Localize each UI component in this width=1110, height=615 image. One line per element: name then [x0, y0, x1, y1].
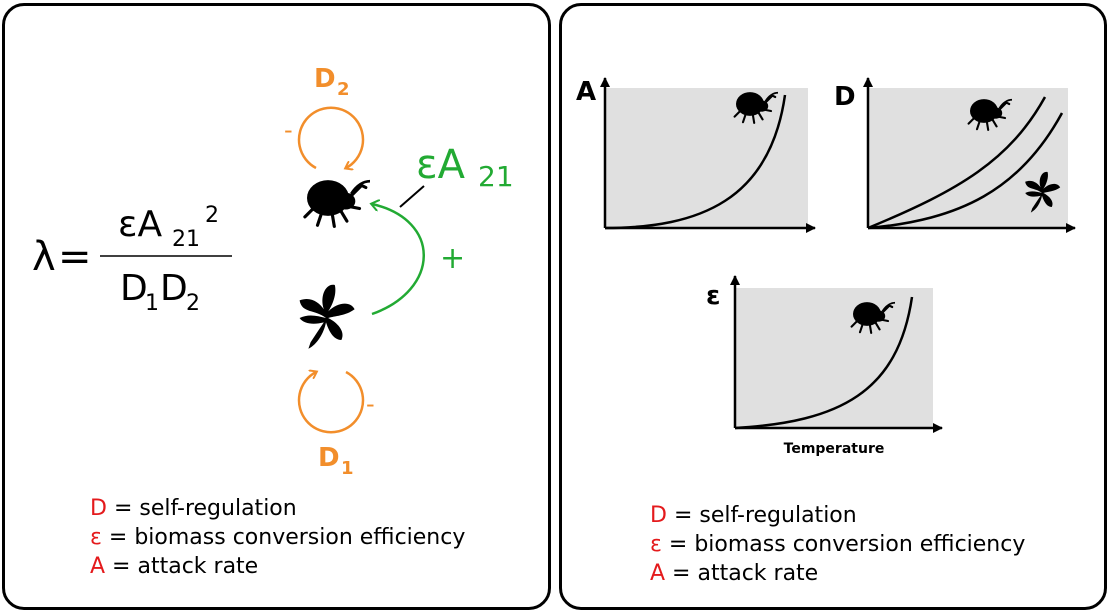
d2-self-loop: D 2 -: [284, 64, 365, 168]
legend-text: = attack rate: [105, 554, 259, 579]
d2-subscript: 2: [337, 79, 350, 100]
plot-D-label: D: [834, 82, 856, 112]
interaction-subscript: 21: [478, 160, 514, 193]
d2-sign: -: [284, 116, 293, 144]
legend-symbol: A: [650, 561, 666, 586]
legend-text: = attack rate: [665, 561, 819, 586]
left-panel: [2, 3, 551, 610]
legend-text: = self-regulation: [106, 496, 297, 521]
numerator-power: 2: [205, 203, 219, 228]
legend-row: A = attack rate: [650, 559, 1025, 588]
plot-D-curve-1: [867, 96, 1047, 230]
legend-symbol: ε: [650, 532, 662, 557]
interaction-arrow: + εA 21: [372, 142, 514, 316]
plot-epsilon-curve: [734, 296, 914, 430]
formula-equals: =: [58, 234, 92, 280]
lambda-symbol: λ: [32, 234, 56, 280]
plot-A-curve: [604, 94, 787, 230]
legend-row: D = self-regulation: [90, 494, 465, 523]
d1-sign: -: [366, 390, 375, 418]
d2-label: D: [314, 64, 336, 94]
legend-text: = biomass conversion efficiency: [661, 532, 1026, 557]
legend-symbol: D: [90, 496, 107, 521]
legend-text: = self-regulation: [666, 503, 857, 528]
denominator-d1: D: [120, 268, 148, 309]
plot-A-label: A: [576, 77, 596, 107]
plant-icon: [299, 284, 355, 349]
legend-symbol: ε: [90, 525, 102, 550]
plot-epsilon-background: [735, 288, 933, 428]
right-legend: D = self-regulation ε = biomass conversi…: [650, 501, 1025, 588]
interaction-pointer: [399, 185, 425, 208]
numerator-symbol: εA: [118, 204, 162, 245]
legend-symbol: A: [90, 554, 106, 579]
left-legend: D = self-regulation ε = biomass conversi…: [90, 494, 465, 581]
x-axis-label: Temperature: [784, 441, 885, 457]
denominator-sub1: 1: [145, 291, 159, 316]
legend-text: = biomass conversion efficiency: [101, 525, 466, 550]
denominator-d2: D: [160, 268, 188, 309]
denominator-sub2: 2: [186, 291, 200, 316]
plot-epsilon-label: ε: [706, 281, 720, 311]
d1-self-loop: - D 1: [297, 372, 375, 479]
right-panel: [559, 3, 1107, 610]
plot-D: D: [834, 77, 1076, 233]
legend-row: ε = biomass conversion efficiency: [650, 530, 1025, 559]
interaction-sign: +: [440, 241, 465, 276]
lambda-formula: λ = εA 21 2 D 1 D 2: [32, 203, 232, 316]
legend-symbol: D: [650, 503, 667, 528]
plot-A-background: [605, 88, 808, 228]
legend-row: D = self-regulation: [650, 501, 1025, 530]
plot-A: A: [576, 77, 816, 233]
numerator-subscript: 21: [172, 227, 200, 252]
d1-label: D: [318, 443, 340, 473]
interaction-label: εA: [416, 142, 466, 188]
plot-epsilon: ε Temperature: [706, 275, 943, 457]
plot-D-curve-2: [867, 112, 1064, 230]
beetle-icon: [303, 178, 372, 228]
legend-row: A = attack rate: [90, 552, 465, 581]
d1-subscript: 1: [341, 458, 354, 479]
legend-row: ε = biomass conversion efficiency: [90, 523, 465, 552]
